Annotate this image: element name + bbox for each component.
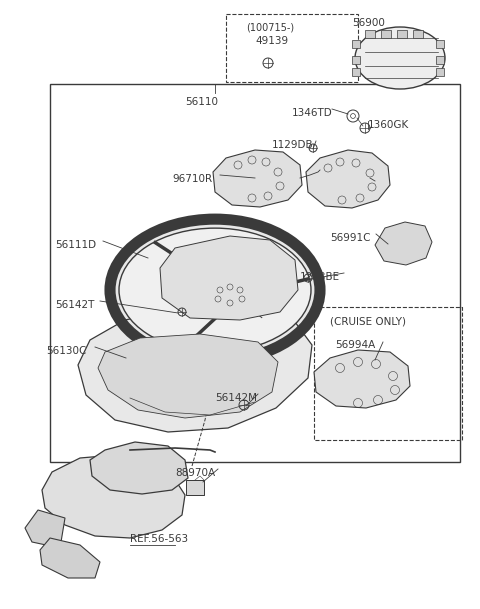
- Polygon shape: [213, 150, 302, 207]
- Bar: [186, 480, 204, 495]
- Text: 56142T: 56142T: [55, 300, 95, 310]
- Text: 56142M: 56142M: [215, 393, 257, 403]
- Polygon shape: [25, 510, 65, 548]
- Text: 49139: 49139: [255, 36, 288, 46]
- Polygon shape: [306, 150, 390, 208]
- Polygon shape: [40, 538, 100, 578]
- Polygon shape: [375, 222, 432, 265]
- Bar: [50, 84, 460, 462]
- Text: 1360GK: 1360GK: [368, 120, 409, 130]
- Bar: [381, 30, 391, 38]
- Bar: [436, 40, 444, 48]
- Text: 96710R: 96710R: [172, 174, 212, 184]
- Bar: [352, 68, 360, 76]
- Text: (100715-): (100715-): [246, 22, 294, 32]
- Text: 56991C: 56991C: [330, 233, 371, 243]
- Polygon shape: [314, 350, 410, 408]
- Text: 56900: 56900: [352, 18, 385, 28]
- Text: 1243BE: 1243BE: [300, 272, 340, 282]
- Bar: [365, 30, 375, 38]
- Text: 1346TD: 1346TD: [292, 108, 333, 118]
- Ellipse shape: [355, 27, 445, 89]
- Polygon shape: [98, 334, 278, 418]
- Bar: [397, 30, 407, 38]
- Text: REF.56-563: REF.56-563: [130, 534, 188, 544]
- Bar: [436, 68, 444, 76]
- Polygon shape: [78, 308, 312, 432]
- Ellipse shape: [204, 276, 256, 314]
- Text: 56130C: 56130C: [46, 346, 86, 356]
- Polygon shape: [90, 442, 188, 494]
- Text: (CRUISE ONLY): (CRUISE ONLY): [330, 317, 406, 327]
- Bar: [436, 56, 444, 64]
- Text: 56110: 56110: [185, 97, 218, 107]
- Text: 56994A: 56994A: [335, 340, 375, 350]
- Ellipse shape: [119, 228, 311, 352]
- Polygon shape: [42, 455, 185, 538]
- Text: 1129DB: 1129DB: [272, 140, 313, 150]
- Text: 88970A: 88970A: [175, 468, 215, 478]
- Ellipse shape: [110, 219, 320, 361]
- Text: 56111D: 56111D: [55, 240, 96, 250]
- Bar: [352, 56, 360, 64]
- Text: 96710L: 96710L: [325, 180, 364, 190]
- Bar: [226, 14, 358, 82]
- Bar: [352, 40, 360, 48]
- Polygon shape: [160, 236, 298, 320]
- Bar: [314, 307, 462, 440]
- Bar: [413, 30, 423, 38]
